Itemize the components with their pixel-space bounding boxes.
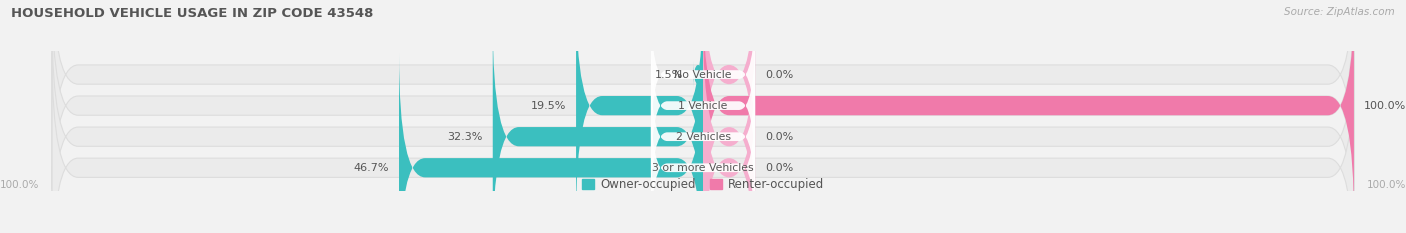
- Text: 3 or more Vehicles: 3 or more Vehicles: [652, 163, 754, 173]
- FancyBboxPatch shape: [703, 53, 755, 233]
- FancyBboxPatch shape: [703, 0, 1354, 220]
- Text: 46.7%: 46.7%: [354, 163, 389, 173]
- FancyBboxPatch shape: [651, 1, 755, 148]
- Text: HOUSEHOLD VEHICLE USAGE IN ZIP CODE 43548: HOUSEHOLD VEHICLE USAGE IN ZIP CODE 4354…: [11, 7, 374, 20]
- Text: 1.5%: 1.5%: [655, 70, 683, 79]
- Text: 100.0%: 100.0%: [1367, 180, 1406, 190]
- FancyBboxPatch shape: [52, 0, 1354, 189]
- FancyBboxPatch shape: [693, 61, 703, 88]
- Text: 2 Vehicles: 2 Vehicles: [675, 132, 731, 142]
- Text: 100.0%: 100.0%: [0, 180, 39, 190]
- FancyBboxPatch shape: [52, 0, 1354, 220]
- FancyBboxPatch shape: [703, 0, 755, 189]
- FancyBboxPatch shape: [399, 53, 703, 233]
- FancyBboxPatch shape: [52, 53, 1354, 233]
- Text: 100.0%: 100.0%: [1364, 101, 1406, 111]
- Text: 1 Vehicle: 1 Vehicle: [678, 101, 728, 111]
- Text: 0.0%: 0.0%: [765, 163, 793, 173]
- Text: 32.3%: 32.3%: [447, 132, 484, 142]
- FancyBboxPatch shape: [492, 22, 703, 233]
- Text: 0.0%: 0.0%: [765, 132, 793, 142]
- FancyBboxPatch shape: [651, 32, 755, 179]
- Text: No Vehicle: No Vehicle: [675, 70, 731, 79]
- FancyBboxPatch shape: [651, 63, 755, 210]
- FancyBboxPatch shape: [703, 22, 755, 233]
- FancyBboxPatch shape: [52, 22, 1354, 233]
- FancyBboxPatch shape: [651, 94, 755, 233]
- Text: Source: ZipAtlas.com: Source: ZipAtlas.com: [1284, 7, 1395, 17]
- Legend: Owner-occupied, Renter-occupied: Owner-occupied, Renter-occupied: [582, 178, 824, 191]
- Text: 19.5%: 19.5%: [531, 101, 567, 111]
- FancyBboxPatch shape: [576, 0, 703, 220]
- Text: 0.0%: 0.0%: [765, 70, 793, 79]
